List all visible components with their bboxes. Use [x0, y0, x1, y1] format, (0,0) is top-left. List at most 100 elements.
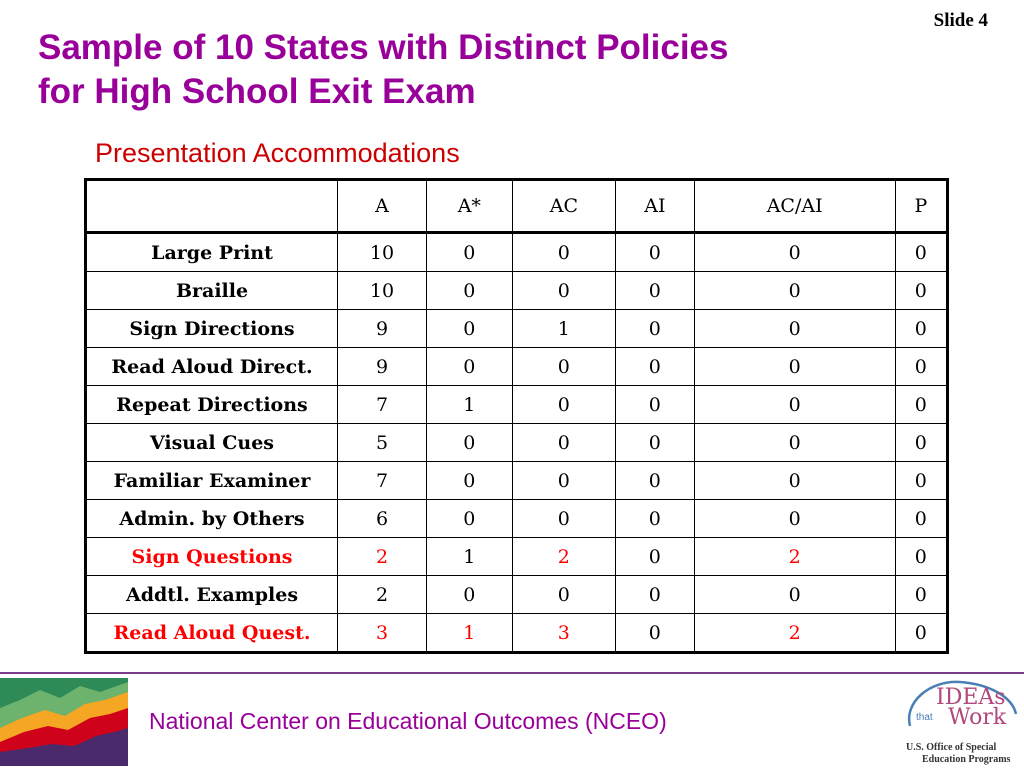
table-cell: 0: [693, 461, 896, 500]
table-row: Large Print 10 0 0 0 0 0: [85, 232, 949, 272]
table-cell: 0: [426, 461, 513, 500]
table-cell: 0: [426, 347, 513, 386]
ideas-that-work-logo: IDEAs that Work U.S. Office of Special E…: [906, 680, 1018, 765]
table-subtitle: Presentation Accommodations: [95, 138, 460, 168]
row-label: Braille: [85, 271, 338, 310]
row-label: Addtl. Examples: [85, 575, 338, 614]
table-cell: 0: [615, 271, 695, 310]
table-body: Large Print 10 0 0 0 0 0 Braille 10 0 0 0 0 0 Sign Dir…: [85, 232, 949, 653]
table-cell: 0: [426, 499, 513, 538]
table-cell: 0: [693, 309, 896, 348]
table-cell: 2: [693, 613, 896, 653]
row-label: Large Print: [85, 232, 338, 272]
accommodations-table: A A* AC AI AC/AI P Large Print 10 0 0 0 0 0 Bra…: [84, 178, 949, 654]
table-cell: 10: [337, 232, 427, 272]
table-cell: 0: [894, 499, 949, 538]
title-line-1: Sample of 10 States with Distinct Polici…: [38, 28, 729, 67]
table-row: Familiar Examiner 7 0 0 0 0 0: [85, 461, 949, 500]
table-row: Read Aloud Quest. 3 1 3 0 2 0: [85, 613, 949, 653]
table-cell: 9: [337, 309, 427, 348]
table-cell: 0: [426, 575, 513, 614]
title-line-2: for High School Exit Exam: [38, 72, 476, 111]
table-cell: 6: [337, 499, 427, 538]
table-cell: 1: [426, 537, 513, 576]
table-cell: 0: [426, 309, 513, 348]
table-row: Sign Directions 9 0 1 0 0 0: [85, 309, 949, 348]
table-cell: 0: [894, 537, 949, 576]
logo-text-that: that: [916, 712, 933, 723]
table-cell: 1: [426, 385, 513, 424]
row-label: Sign Directions: [85, 309, 338, 348]
table-cell: 5: [337, 423, 427, 462]
table-cell: 0: [894, 309, 949, 348]
row-label: Read Aloud Direct.: [85, 347, 338, 386]
header-cell-a-star: A*: [426, 179, 513, 233]
header-cell-ai: AI: [615, 179, 695, 233]
table-cell: 3: [337, 613, 427, 653]
table-cell: 0: [511, 423, 617, 462]
logo-text-ideas: IDEAs: [936, 685, 1006, 710]
row-label: Repeat Directions: [85, 385, 338, 424]
table-cell: 0: [894, 575, 949, 614]
table-cell: 7: [337, 461, 427, 500]
table-cell: 9: [337, 347, 427, 386]
table-cell: 2: [693, 537, 896, 576]
organization-name: National Center on Educational Outcomes …: [149, 708, 667, 734]
header-cell-a: A: [337, 179, 427, 233]
table-cell: 0: [693, 271, 896, 310]
table-cell: 0: [615, 347, 695, 386]
table-cell: 0: [615, 613, 695, 653]
table-cell: 0: [511, 385, 617, 424]
table-row: Admin. by Others 6 0 0 0 0 0: [85, 499, 949, 538]
table-header-row: A A* AC AI AC/AI P: [85, 179, 949, 233]
table-cell: 0: [511, 575, 617, 614]
table-cell: 2: [337, 537, 427, 576]
logo-text-work: Work: [948, 705, 1007, 730]
table-cell: 0: [894, 613, 949, 653]
header-cell-ac-ai: AC/AI: [693, 179, 896, 233]
row-label: Familiar Examiner: [85, 461, 338, 500]
table-row: Braille 10 0 0 0 0 0: [85, 271, 949, 310]
table-cell: 0: [426, 271, 513, 310]
logo-caption-1: U.S. Office of Special: [906, 742, 996, 753]
row-label: Sign Questions: [85, 537, 338, 576]
table-cell: 0: [615, 575, 695, 614]
area-chart-logo-icon: [0, 678, 128, 766]
table-row: Addtl. Examples 2 0 0 0 0 0: [85, 575, 949, 614]
table-cell: 0: [894, 232, 949, 272]
table-cell: 0: [693, 385, 896, 424]
table-cell: 1: [511, 309, 617, 348]
table-cell: 0: [511, 461, 617, 500]
header-cell-blank: [85, 179, 338, 233]
table-cell: 0: [693, 499, 896, 538]
table-row: Read Aloud Direct. 9 0 0 0 0 0: [85, 347, 949, 386]
table-row: Sign Questions 2 1 2 0 2 0: [85, 537, 949, 576]
row-label: Read Aloud Quest.: [85, 613, 338, 653]
table-cell: 0: [615, 423, 695, 462]
header-cell-ac: AC: [511, 179, 617, 233]
table-cell: 1: [426, 613, 513, 653]
table-cell: 0: [511, 347, 617, 386]
table-cell: 0: [894, 423, 949, 462]
table-cell: 0: [693, 347, 896, 386]
slide-title: Sample of 10 States with Distinct Polici…: [38, 26, 728, 114]
slide-number: Slide 4: [933, 10, 988, 31]
table-cell: 0: [615, 537, 695, 576]
table-cell: 0: [615, 385, 695, 424]
table-cell: 0: [615, 309, 695, 348]
table-cell: 0: [693, 423, 896, 462]
table-cell: 0: [426, 232, 513, 272]
table-cell: 0: [615, 461, 695, 500]
table-cell: 0: [894, 347, 949, 386]
table-cell: 0: [511, 271, 617, 310]
table-cell: 2: [337, 575, 427, 614]
table-cell: 0: [894, 271, 949, 310]
table-cell: 0: [615, 232, 695, 272]
table-cell: 2: [511, 537, 617, 576]
row-label: Visual Cues: [85, 423, 338, 462]
table-cell: 10: [337, 271, 427, 310]
row-label: Admin. by Others: [85, 499, 338, 538]
table-cell: 0: [693, 232, 896, 272]
header-cell-p: P: [894, 179, 949, 233]
table-cell: 0: [511, 232, 617, 272]
